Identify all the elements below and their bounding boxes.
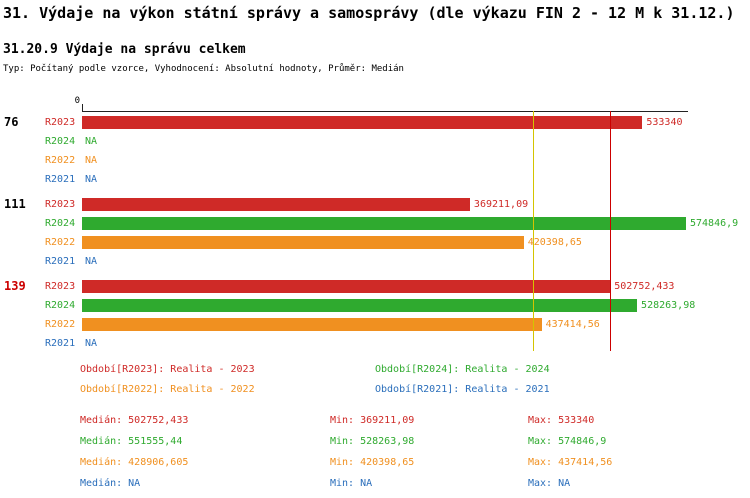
bar-na-label-R2022-group-76: NA xyxy=(85,155,98,166)
bar-na-label-R2024-group-76: NA xyxy=(85,136,98,147)
bar-value-label-R2023-group-139: 502752,433 xyxy=(614,281,675,292)
bar-na-label-R2021-group-111: NA xyxy=(85,256,98,267)
bar-R2024-group-111 xyxy=(82,217,686,230)
chart-title: 31. Výdaje na výkon státní správy a samo… xyxy=(3,4,735,22)
x-axis-line xyxy=(82,111,688,112)
series-label-R2022: R2022 xyxy=(45,237,76,248)
legend-item-R2021: Období[R2021]: Realita - 2021 xyxy=(375,384,550,395)
group-label-139: 139 xyxy=(4,279,26,293)
stat-max-R2024: Max: 574846,9 xyxy=(528,436,607,447)
bar-na-label-R2021-group-76: NA xyxy=(85,174,98,185)
stat-min-R2023: Min: 369211,09 xyxy=(330,415,415,426)
bar-R2022-group-111 xyxy=(82,236,524,249)
stat-min-R2024: Min: 528263,98 xyxy=(330,436,415,447)
reference-line-1 xyxy=(610,111,611,351)
series-label-R2023: R2023 xyxy=(45,117,76,128)
series-label-R2024: R2024 xyxy=(45,136,76,147)
bar-R2023-group-139 xyxy=(82,280,611,293)
stat-median-R2023: Medián: 502752,433 xyxy=(80,415,189,426)
bar-value-label-R2024-group-139: 528263,98 xyxy=(641,300,696,311)
bar-value-label-R2022-group-111: 420398,65 xyxy=(527,237,582,248)
bar-na-label-R2021-group-139: NA xyxy=(85,338,98,349)
bar-value-label-R2024-group-111: 574846,9 xyxy=(690,218,739,229)
stat-median-R2024: Medián: 551555,44 xyxy=(80,436,183,447)
bar-value-label-R2023-group-111: 369211,09 xyxy=(473,199,529,210)
stat-max-R2022: Max: 437414,56 xyxy=(528,457,613,468)
stat-median-R2021: Medián: NA xyxy=(80,478,141,489)
series-label-R2024: R2024 xyxy=(45,218,76,229)
bar-value-label-R2022-group-139: 437414,56 xyxy=(545,319,600,330)
stat-max-R2021: Max: NA xyxy=(528,478,571,489)
stat-min-R2021: Min: NA xyxy=(330,478,373,489)
legend-item-R2022: Období[R2022]: Realita - 2022 xyxy=(80,384,255,395)
chart-subtitle: 31.20.9 Výdaje na správu celkem xyxy=(3,42,246,57)
stat-min-R2022: Min: 420398,65 xyxy=(330,457,415,468)
stat-max-R2023: Max: 533340 xyxy=(528,415,595,426)
series-label-R2022: R2022 xyxy=(45,155,76,166)
series-label-R2021: R2021 xyxy=(45,338,76,349)
series-label-R2023: R2023 xyxy=(45,281,76,292)
series-label-R2023: R2023 xyxy=(45,199,76,210)
bar-value-label-R2023-group-76: 533340 xyxy=(646,117,683,128)
series-label-R2021: R2021 xyxy=(45,256,76,267)
x-axis-tick xyxy=(82,104,83,111)
series-label-R2021: R2021 xyxy=(45,174,76,185)
group-label-76: 76 xyxy=(4,115,19,129)
stat-median-R2022: Medián: 428906,605 xyxy=(80,457,189,468)
legend-item-R2023: Období[R2023]: Realita - 2023 xyxy=(80,364,255,375)
bar-R2024-group-139 xyxy=(82,299,638,312)
series-label-R2024: R2024 xyxy=(45,300,76,311)
chart-meta-info: Typ: Počítaný podle vzorce, Vyhodnocení:… xyxy=(3,64,404,74)
reference-line-0 xyxy=(533,111,534,351)
x-axis-zero-label: 0 xyxy=(74,96,80,106)
series-label-R2022: R2022 xyxy=(45,319,76,330)
legend-item-R2024: Období[R2024]: Realita - 2024 xyxy=(375,364,550,375)
bar-R2023-group-76 xyxy=(82,116,643,129)
bar-R2022-group-139 xyxy=(82,318,542,331)
bar-R2023-group-111 xyxy=(82,198,470,211)
group-label-111: 111 xyxy=(4,197,26,211)
